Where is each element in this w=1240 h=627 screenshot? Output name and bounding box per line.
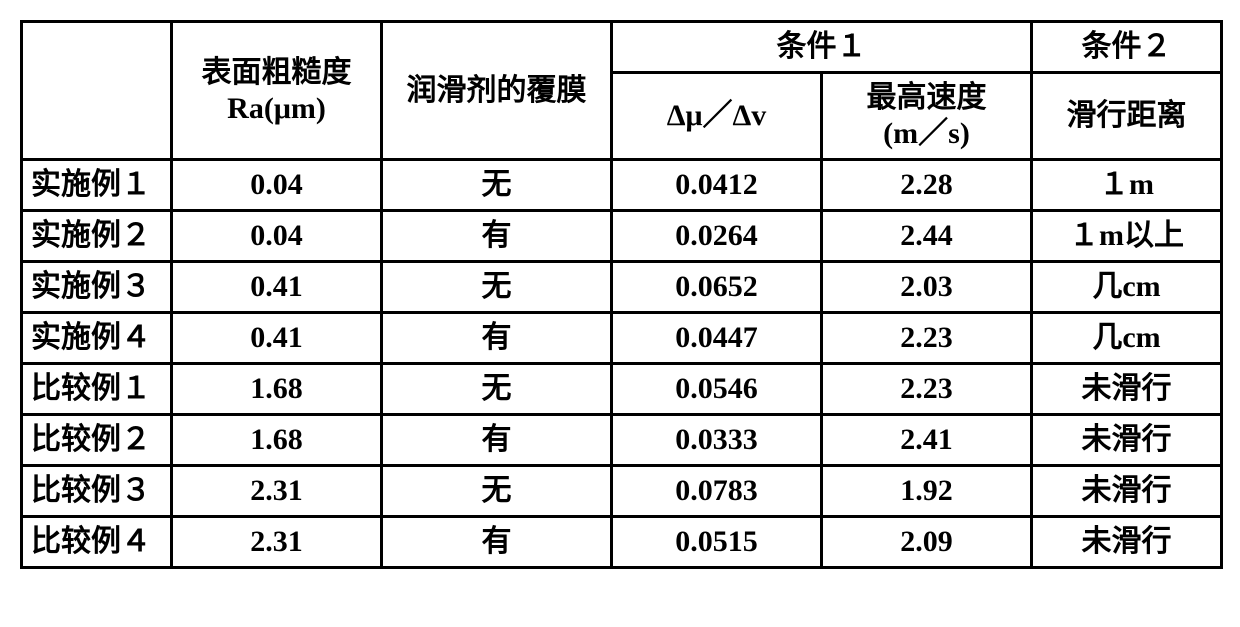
header-delta-mu-v: Δμ／Δv [612,73,822,160]
table-row: 实施例１ 0.04 无 0.0412 2.28 １m [22,160,1222,211]
cell-dmv: 0.0412 [612,160,822,211]
cell-ra: 0.41 [172,313,382,364]
header-max-speed: 最高速度(m／s) [822,73,1032,160]
cell-ra: 2.31 [172,466,382,517]
cell-film: 有 [382,517,612,568]
cell-dmv: 0.0264 [612,211,822,262]
cell-speed: 2.23 [822,364,1032,415]
cell-ra: 0.04 [172,160,382,211]
cell-film: 有 [382,313,612,364]
cell-label: 比较例３ [22,466,172,517]
cell-dmv: 0.0515 [612,517,822,568]
cell-dist: 未滑行 [1032,415,1222,466]
cell-speed: 2.03 [822,262,1032,313]
table-row: 比较例４ 2.31 有 0.0515 2.09 未滑行 [22,517,1222,568]
cell-ra: 0.41 [172,262,382,313]
table-row: 实施例２ 0.04 有 0.0264 2.44 １m以上 [22,211,1222,262]
table-body: 实施例１ 0.04 无 0.0412 2.28 １m 实施例２ 0.04 有 0… [22,160,1222,568]
cell-dist: １m以上 [1032,211,1222,262]
table-row: 比较例２ 1.68 有 0.0333 2.41 未滑行 [22,415,1222,466]
cell-dmv: 0.0652 [612,262,822,313]
cell-film: 无 [382,262,612,313]
cell-dist: 未滑行 [1032,364,1222,415]
cell-dmv: 0.0333 [612,415,822,466]
cell-label: 比较例２ [22,415,172,466]
cell-label: 实施例３ [22,262,172,313]
data-table: 表面粗糙度Ra(μm) 润滑剂的覆膜 条件１ 条件２ Δμ／Δv 最高速度(m／… [20,20,1223,569]
header-surface-roughness: 表面粗糙度Ra(μm) [172,22,382,160]
cell-dmv: 0.0783 [612,466,822,517]
cell-speed: 2.41 [822,415,1032,466]
table-row: 实施例４ 0.41 有 0.0447 2.23 几cm [22,313,1222,364]
cell-label: 实施例２ [22,211,172,262]
cell-label: 比较例４ [22,517,172,568]
cell-dmv: 0.0447 [612,313,822,364]
table-container: 表面粗糙度Ra(μm) 润滑剂的覆膜 条件１ 条件２ Δμ／Δv 最高速度(m／… [20,20,1220,569]
cell-dist: 几cm [1032,313,1222,364]
cell-ra: 1.68 [172,364,382,415]
cell-film: 无 [382,364,612,415]
table-row: 比较例１ 1.68 无 0.0546 2.23 未滑行 [22,364,1222,415]
cell-dist: １m [1032,160,1222,211]
cell-speed: 2.28 [822,160,1032,211]
cell-dist: 几cm [1032,262,1222,313]
header-row-1: 表面粗糙度Ra(μm) 润滑剂的覆膜 条件１ 条件２ [22,22,1222,73]
cell-film: 无 [382,160,612,211]
cell-label: 比较例１ [22,364,172,415]
cell-dist: 未滑行 [1032,517,1222,568]
header-lubricant-film: 润滑剂的覆膜 [382,22,612,160]
cell-dist: 未滑行 [1032,466,1222,517]
cell-label: 实施例４ [22,313,172,364]
table-row: 实施例３ 0.41 无 0.0652 2.03 几cm [22,262,1222,313]
cell-speed: 2.09 [822,517,1032,568]
cell-ra: 2.31 [172,517,382,568]
header-condition2: 条件２ [1032,22,1222,73]
header-condition1: 条件１ [612,22,1032,73]
table-row: 比较例３ 2.31 无 0.0783 1.92 未滑行 [22,466,1222,517]
cell-label: 实施例１ [22,160,172,211]
cell-speed: 2.44 [822,211,1032,262]
cell-ra: 0.04 [172,211,382,262]
header-slide-distance: 滑行距离 [1032,73,1222,160]
cell-dmv: 0.0546 [612,364,822,415]
cell-film: 无 [382,466,612,517]
cell-speed: 2.23 [822,313,1032,364]
cell-film: 有 [382,211,612,262]
cell-film: 有 [382,415,612,466]
header-rowlabel [22,22,172,160]
cell-ra: 1.68 [172,415,382,466]
cell-speed: 1.92 [822,466,1032,517]
